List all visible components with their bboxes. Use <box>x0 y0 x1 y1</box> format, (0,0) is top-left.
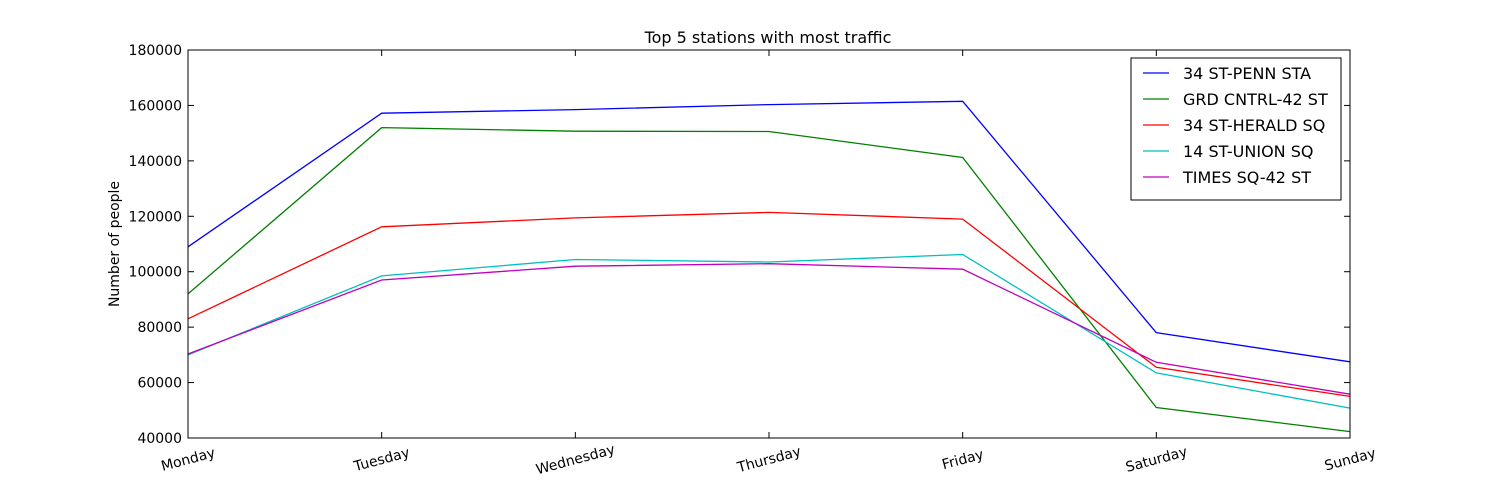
y-axis-label: Number of people <box>107 181 123 307</box>
legend-box <box>1130 57 1342 201</box>
y-tick-label: 180000 <box>129 43 182 59</box>
series-line-1 <box>187 100 1351 363</box>
series-line-2 <box>187 126 1351 433</box>
x-tick-label: Monday <box>159 445 217 475</box>
legend-label-4: 14 ST-UNION SQ <box>1183 142 1313 161</box>
series-line-4 <box>187 253 1351 409</box>
legend: 34 ST-PENN STA GRD CNTRL-42 ST 34 ST-HERAL… <box>1130 57 1342 201</box>
y-tick-label: 40000 <box>137 431 182 447</box>
y-tick-label: 100000 <box>129 265 182 281</box>
y-tick-label: 60000 <box>137 376 182 392</box>
y-tick-label: 160000 <box>129 98 182 114</box>
legend-label-5: TIMES SQ-42 ST <box>1182 168 1311 187</box>
legend-label-3: 34 ST-HERALD SQ <box>1183 116 1325 135</box>
series-line-3 <box>187 211 1351 398</box>
y-tick-label: 80000 <box>137 320 182 336</box>
legend-label-2: GRD CNTRL-42 ST <box>1183 90 1328 109</box>
x-tick-label: Friday <box>940 447 985 473</box>
x-tick-label: Wednesday <box>534 442 616 478</box>
series-layer <box>187 100 1351 433</box>
x-tick-label: Sunday <box>1323 445 1378 474</box>
chart-title: Top 5 stations with most traffic <box>644 28 892 47</box>
y-tick-label: 140000 <box>129 154 182 170</box>
legend-label-1: 34 ST-PENN STA <box>1183 64 1311 83</box>
x-tick-label: Thursday <box>735 444 803 477</box>
x-tick-label: Saturday <box>1124 444 1189 476</box>
y-tick-label: 120000 <box>129 209 182 225</box>
x-tick-label: Tuesday <box>351 445 411 475</box>
series-line-5 <box>187 263 1351 395</box>
